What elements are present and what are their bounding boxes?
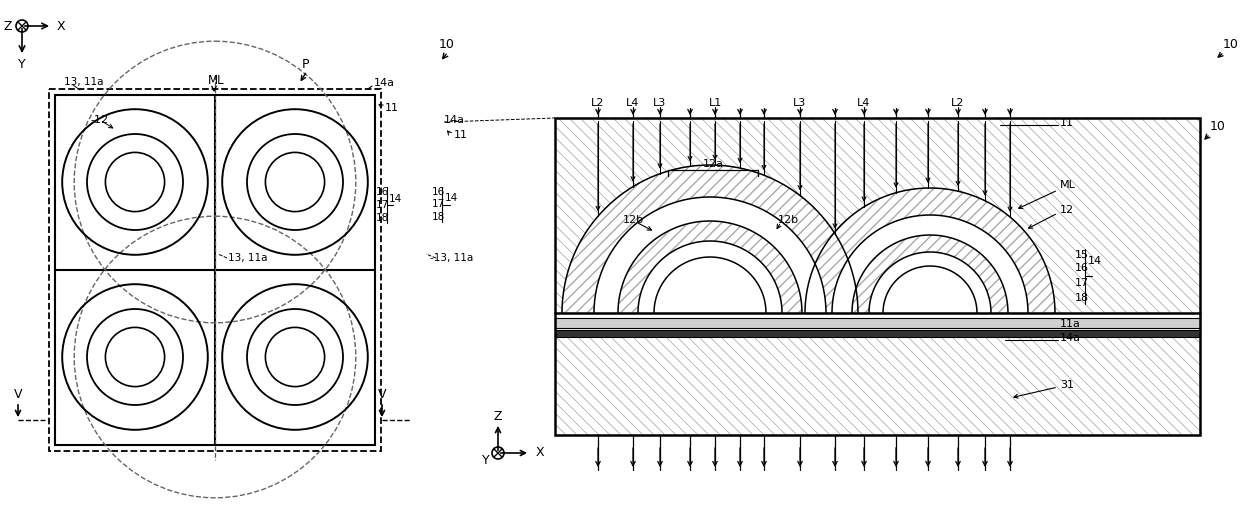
Bar [55,95,374,445]
Bar [556,118,1200,435]
Text: 17: 17 [432,199,445,209]
Bar [50,89,381,451]
Text: 18: 18 [376,213,389,223]
Text: 14: 14 [1087,256,1102,266]
Text: P: P [303,58,310,72]
Text: Y: Y [482,454,490,468]
Polygon shape [883,266,977,313]
Text: 14a: 14a [444,115,465,125]
Text: V: V [378,389,386,401]
Polygon shape [805,188,1055,313]
Polygon shape [618,221,802,313]
Text: 16: 16 [432,187,445,197]
Text: Z: Z [494,410,502,423]
Text: 14a: 14a [374,78,396,88]
Text: 31: 31 [1060,380,1074,390]
Text: 18: 18 [432,212,445,222]
Text: 10: 10 [1210,120,1226,134]
Text: Y: Y [19,57,26,70]
Text: 13, 11a: 13, 11a [228,253,268,263]
Text: L2: L2 [591,98,605,108]
Text: L3: L3 [794,98,807,108]
Text: -12: -12 [91,115,108,125]
Text: Z: Z [4,19,12,33]
Text: X: X [536,447,544,460]
Text: V: V [14,389,22,401]
Text: -13, 11a: -13, 11a [430,253,474,263]
Text: L4: L4 [857,98,870,108]
Text: 10: 10 [439,38,455,52]
Text: 12b: 12b [622,215,644,225]
Text: 14: 14 [445,193,459,203]
Text: 10: 10 [1223,38,1239,52]
Bar [556,330,1200,337]
Polygon shape [562,165,858,313]
Polygon shape [594,197,826,313]
Polygon shape [852,235,1008,313]
Polygon shape [562,165,858,313]
Text: 18: 18 [1075,293,1089,303]
Polygon shape [869,252,991,313]
Bar [556,318,1200,328]
Text: 16: 16 [376,187,389,197]
Text: ML: ML [1060,180,1076,190]
Polygon shape [653,257,766,313]
Text: 11: 11 [454,130,467,140]
Polygon shape [805,188,1055,313]
Text: 11a: 11a [1060,319,1081,329]
Text: 13, 11a: 13, 11a [64,77,103,87]
Text: L2: L2 [951,98,965,108]
Text: 16: 16 [1075,263,1089,273]
Text: L1: L1 [708,98,722,108]
Polygon shape [852,235,1008,313]
Text: 17: 17 [1075,278,1089,288]
Polygon shape [832,215,1028,313]
Text: 14a: 14a [1060,333,1081,343]
Text: 11: 11 [384,103,399,113]
Text: X: X [57,19,66,33]
Text: 12b: 12b [777,215,799,225]
Text: L3: L3 [653,98,667,108]
Text: 11: 11 [1060,118,1074,128]
Text: 17: 17 [376,200,389,210]
Text: 14: 14 [389,194,402,204]
Text: L4: L4 [626,98,640,108]
Text: 12a: 12a [703,159,723,169]
Text: 12: 12 [1060,205,1074,215]
Polygon shape [639,241,782,313]
Polygon shape [618,221,802,313]
Text: ML: ML [208,74,224,86]
Text: 15: 15 [1075,250,1089,260]
